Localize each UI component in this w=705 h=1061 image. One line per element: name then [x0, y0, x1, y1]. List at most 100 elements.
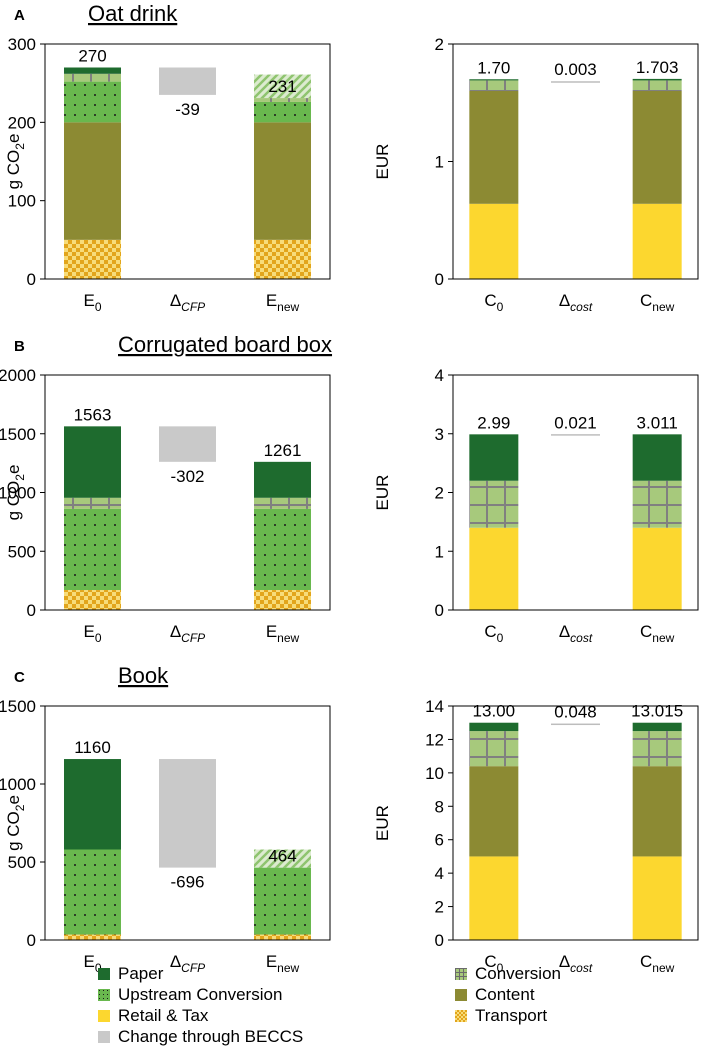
x-tick-label: E0: [83, 622, 101, 645]
bar-beccs-hatch: [254, 74, 311, 99]
bar-retail-tax: [632, 203, 682, 279]
panel-title: Corrugated board box: [118, 332, 332, 357]
y-tick-label: 4: [435, 366, 444, 385]
data-label: 231: [268, 77, 296, 96]
data-label: -39: [175, 100, 200, 119]
bar-beccs-hatch: [254, 849, 311, 868]
y-tick-label: 0: [435, 931, 444, 950]
y-tick-label: 1000: [0, 775, 36, 794]
plot-frame: [44, 43, 331, 280]
chart-c-cost: 13.00 0.048 13.015 0 2 4 6 8 10 12 14 EUR C0 Δcost Cne…: [373, 697, 699, 975]
y-tick-label: 200: [8, 113, 36, 132]
y-tick-label: 500: [8, 853, 36, 872]
bar-paper: [64, 426, 121, 498]
bar-retail-tax: [469, 527, 519, 610]
y-tick-label: 2000: [0, 366, 36, 385]
x-tick-label: C0: [484, 291, 503, 314]
data-label: 0.003: [554, 60, 597, 79]
x-tick-label: E0: [83, 291, 101, 314]
y-tick-label: 1: [435, 153, 444, 172]
y-tick-label: 1: [435, 542, 444, 561]
bar-content: [254, 122, 311, 240]
y-axis-label: g CO2e: [4, 134, 27, 190]
bar-content: [632, 766, 682, 857]
bar-conversion: [254, 497, 311, 509]
x-tick-label: Enew: [266, 291, 300, 314]
bar-conversion: [469, 80, 519, 91]
chart-b-cost: 2.99 0.021 3.011 0 1 2 3 4 EUR C0 Δcost Cnew: [373, 366, 699, 645]
chart-a-cost: 1.70 0.003 1.703 0 1 2 EUR C0 Δcost Cnew: [373, 35, 699, 314]
bar-upstream-conversion: [64, 849, 121, 935]
bar-transport: [254, 239, 311, 279]
y-tick-label: 2: [435, 484, 444, 503]
bar-content: [632, 91, 682, 204]
bar-transport: [64, 934, 121, 940]
bar-content: [469, 91, 519, 204]
data-label: 13.00: [473, 702, 516, 721]
bar-paper: [64, 759, 121, 850]
bar-conversion: [254, 98, 311, 102]
bar-conversion: [632, 480, 682, 528]
bar-conversion: [469, 480, 519, 528]
bar-conversion: [469, 731, 519, 767]
bar-change-through-beccs: [159, 67, 216, 95]
y-axis-label: EUR: [373, 144, 392, 180]
bar-transport: [64, 239, 121, 279]
panel-letter: A: [14, 7, 25, 24]
data-label: 270: [78, 47, 106, 66]
data-label: 1.70: [477, 58, 510, 77]
bar-paper: [469, 722, 519, 732]
y-tick-label: 2: [435, 35, 444, 54]
data-label: 1.703: [636, 58, 679, 77]
data-label: 464: [268, 847, 296, 866]
data-label: 0.021: [554, 413, 597, 432]
y-tick-label: 0: [435, 601, 444, 620]
y-tick-label: 2: [435, 898, 444, 917]
y-tick-label: 12: [425, 730, 444, 749]
y-tick-label: 0: [435, 270, 444, 289]
bar-upstream-conversion: [64, 81, 121, 123]
bar-transport: [64, 590, 121, 610]
data-label: 13.015: [631, 702, 683, 721]
bar-transport: [254, 934, 311, 940]
y-tick-label: 1000: [0, 484, 36, 503]
y-axis-label: EUR: [373, 475, 392, 511]
x-tick-label: C0: [484, 952, 503, 975]
data-label: 1261: [264, 441, 302, 460]
bar-change-through-beccs: [159, 426, 216, 462]
bar-delta-line: [551, 434, 600, 436]
panel-letter: C: [14, 669, 25, 686]
bar-conversion: [632, 731, 682, 767]
x-tick-label: Δcost: [559, 291, 593, 314]
bar-upstream-conversion: [254, 508, 311, 591]
panel-title: Oat drink: [88, 1, 178, 26]
y-tick-label: 0: [27, 270, 36, 289]
x-tick-label: Δcost: [559, 622, 593, 645]
data-label: 1563: [74, 405, 112, 424]
x-tick-label: C0: [484, 622, 503, 645]
y-tick-label: 10: [425, 764, 444, 783]
bar-paper: [64, 67, 121, 74]
bar-paper: [632, 722, 682, 732]
bar-retail-tax: [469, 856, 519, 940]
bar-upstream-conversion: [64, 508, 121, 591]
bar-paper: [469, 434, 519, 481]
bar-change-through-beccs: [159, 759, 216, 868]
bar-paper: [254, 461, 311, 498]
y-axis-label: EUR: [373, 805, 392, 841]
data-label: 2.99: [477, 413, 510, 432]
data-label: 3.011: [637, 413, 678, 432]
bar-conversion: [632, 80, 682, 91]
bar-transport: [254, 590, 311, 610]
bar-conversion: [64, 73, 121, 82]
data-label: -302: [170, 467, 204, 486]
y-tick-label: 300: [8, 35, 36, 54]
chart-b-emissions: B Corrugated board box 1563 -302 1261 0 500 100…: [0, 332, 332, 645]
bar-delta-line: [551, 723, 600, 726]
y-axis-label: g CO2e: [4, 795, 27, 851]
y-tick-label: 0: [27, 931, 36, 950]
y-tick-label: 14: [425, 697, 444, 716]
bar-paper: [632, 78, 682, 81]
data-label: 0.048: [554, 703, 597, 722]
